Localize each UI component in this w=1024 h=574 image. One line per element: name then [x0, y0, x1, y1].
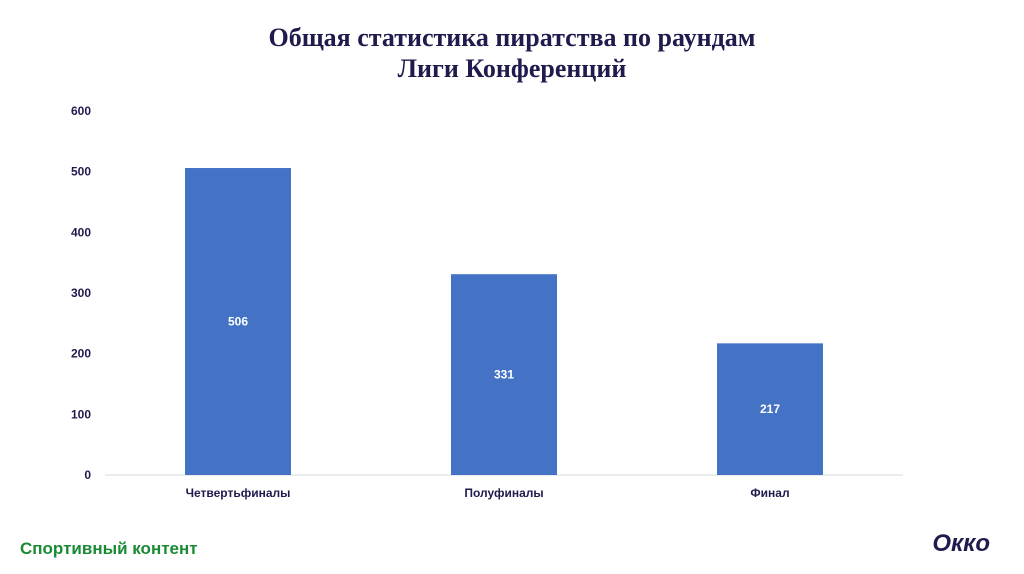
bar	[185, 168, 291, 475]
bar-data-label: 217	[760, 402, 780, 416]
brand-logo: Окко	[932, 530, 990, 557]
y-tick-label: 400	[71, 225, 91, 239]
y-tick-label: 0	[84, 468, 91, 482]
bar-data-label: 506	[228, 315, 248, 329]
bar-data-label: 331	[494, 368, 514, 382]
y-tick-label: 600	[71, 104, 91, 118]
chart-title: Общая статистика пиратства по раундам Ли…	[0, 22, 1024, 84]
y-tick-label: 100	[71, 407, 91, 421]
bar	[717, 343, 823, 475]
y-tick-label: 500	[71, 165, 91, 179]
x-category-label: Четвертьфиналы	[186, 486, 291, 500]
x-category-label: Финал	[750, 486, 789, 500]
y-tick-label: 300	[71, 286, 91, 300]
chart-title-line-1: Общая статистика пиратства по раундам	[268, 23, 756, 52]
x-category-label: Полуфиналы	[464, 486, 543, 500]
y-tick-label: 200	[71, 347, 91, 361]
footer-sports-content: Спортивный контент	[20, 539, 198, 558]
chart-title-line-2: Лиги Конференций	[397, 54, 627, 83]
bar	[451, 274, 557, 475]
